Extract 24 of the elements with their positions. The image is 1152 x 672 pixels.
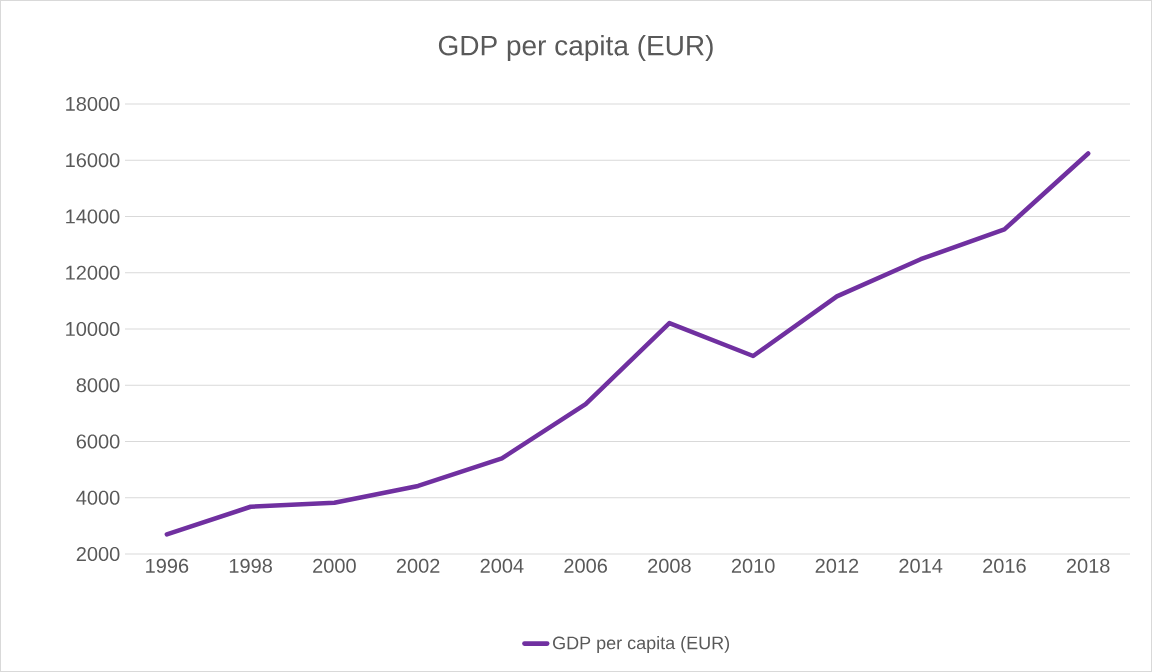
x-tick-label: 2016 [983, 558, 1026, 573]
legend-label: GDP per capita (EUR) [553, 636, 730, 653]
y-tick-label: 8000 [76, 378, 120, 393]
y-tick-label: 2000 [76, 546, 120, 562]
x-tick-label: 2014 [899, 558, 943, 573]
line-series [164, 151, 1091, 537]
x-tick-label: 2012 [815, 558, 859, 573]
y-tick-label: 4000 [76, 490, 120, 505]
x-tick-label: 2004 [480, 558, 524, 573]
y-tick-label: 16000 [66, 153, 120, 168]
x-tick-label: 2008 [648, 558, 691, 573]
x-tick-label: 1996 [146, 558, 189, 573]
x-tick-label: 1998 [229, 558, 272, 573]
x-tick-label: 2010 [731, 558, 775, 573]
x-tick-label: 2006 [564, 558, 607, 573]
y-tick-label: 10000 [66, 321, 120, 337]
y-tick-label: 14000 [66, 209, 120, 224]
x-tick-label: 2000 [313, 558, 356, 573]
chart-title: GDP per capita (EUR) [438, 34, 713, 62]
y-tick-label: 18000 [66, 96, 120, 112]
y-tick-label: 12000 [66, 265, 120, 280]
y-tick-label: 6000 [76, 434, 120, 449]
x-tick-label: 2002 [396, 558, 440, 573]
x-tick-label: 2018 [1066, 558, 1110, 573]
